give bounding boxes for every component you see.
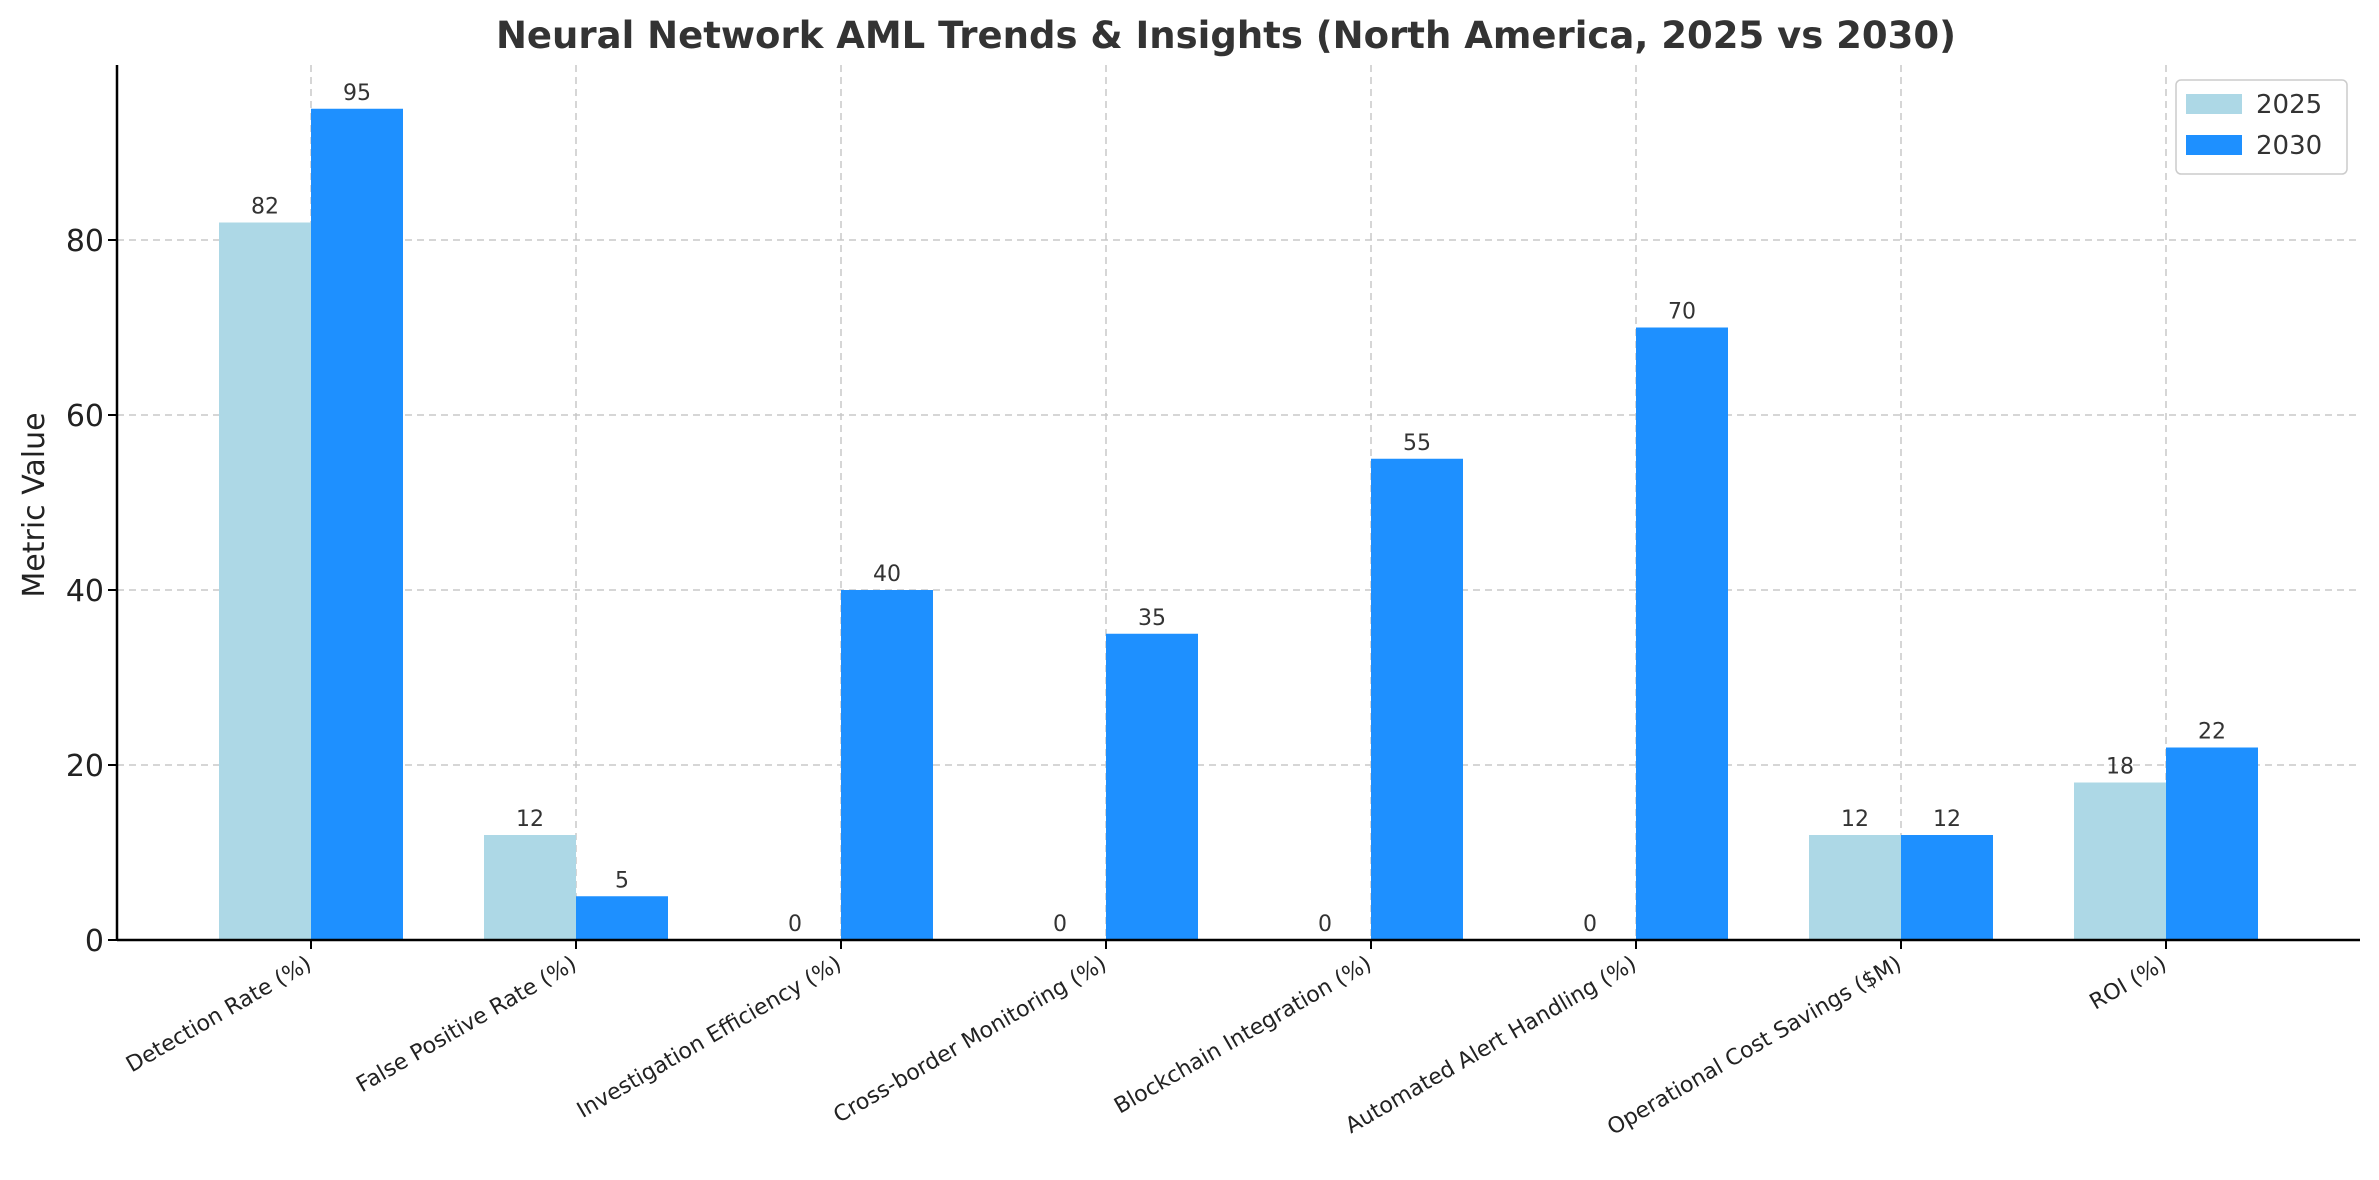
- data-label-2030-2: 40: [873, 562, 901, 587]
- data-label-2030-1: 5: [615, 868, 629, 893]
- legend-swatch-2030: [2186, 135, 2242, 155]
- data-label-2025-3: 0: [1053, 912, 1067, 937]
- data-label-2025-6: 12: [1841, 807, 1869, 832]
- chart-title: Neural Network AML Trends & Insights (No…: [496, 14, 1956, 57]
- data-label-2025-7: 18: [2106, 755, 2134, 780]
- x-tick-label-2: Investigation Efficiency (%): [573, 952, 846, 1124]
- y-tick-label-40: 40: [66, 574, 104, 609]
- legend-label-2025: 2025: [2256, 90, 2322, 120]
- bar-2030-4: [1371, 459, 1463, 940]
- bar-2025-0: [219, 223, 311, 941]
- bar-2030-2: [841, 590, 933, 940]
- grid-layer: [117, 65, 2360, 940]
- data-label-2025-1: 12: [516, 807, 544, 832]
- bar-2025-1: [484, 835, 576, 940]
- data-label-2025-2: 0: [788, 912, 802, 937]
- data-label-2025-5: 0: [1583, 912, 1597, 937]
- data-label-2030-0: 95: [343, 81, 371, 106]
- legend-swatch-2025: [2186, 94, 2242, 114]
- data-label-2030-7: 22: [2198, 720, 2226, 745]
- y-tick-label-0: 0: [85, 924, 104, 959]
- bar-2030-3: [1106, 634, 1198, 940]
- data-label-2030-3: 35: [1138, 606, 1166, 631]
- data-label-2030-4: 55: [1403, 431, 1431, 456]
- x-tick-label-7: ROI (%): [2086, 952, 2171, 1016]
- chart: Neural Network AML Trends & Insights (No…: [0, 0, 2379, 1180]
- bar-2030-7: [2166, 748, 2258, 941]
- bar-2030-0: [311, 109, 403, 940]
- x-tick-label-3: Cross-border Monitoring (%): [830, 952, 1111, 1129]
- data-label-2030-6: 12: [1933, 807, 1961, 832]
- y-tick-label-60: 60: [66, 399, 104, 434]
- axes: [117, 65, 2360, 940]
- x-tick-label-4: Blockchain Integration (%): [1110, 952, 1376, 1120]
- bar-2025-6: [1809, 835, 1901, 940]
- x-tick-label-0: Detection Rate (%): [122, 952, 316, 1078]
- data-label-2030-5: 70: [1668, 300, 1696, 325]
- bar-2030-6: [1901, 835, 1993, 940]
- data-label-2025-4: 0: [1318, 912, 1332, 937]
- legend-label-2030: 2030: [2256, 131, 2322, 161]
- legend: 2025 2030: [2176, 80, 2347, 174]
- x-tick-label-5: Automated Alert Handling (%): [1341, 952, 1641, 1139]
- bar-2030-5: [1636, 328, 1728, 941]
- x-tick-label-1: False Positive Rate (%): [352, 952, 581, 1098]
- y-tick-label-20: 20: [66, 749, 104, 784]
- y-tick-label-80: 80: [66, 224, 104, 259]
- data-label-2025-0: 82: [251, 195, 279, 220]
- y-axis-label: Metric Value: [17, 412, 52, 597]
- bar-2030-1: [576, 896, 668, 940]
- x-tick-label-6: Operational Cost Savings ($M): [1603, 952, 1906, 1141]
- bar-2025-7: [2074, 783, 2166, 941]
- data-labels: 82 95 12 5 0 40 0 35 0 55 0 70 12 12 18 22: [251, 81, 2226, 937]
